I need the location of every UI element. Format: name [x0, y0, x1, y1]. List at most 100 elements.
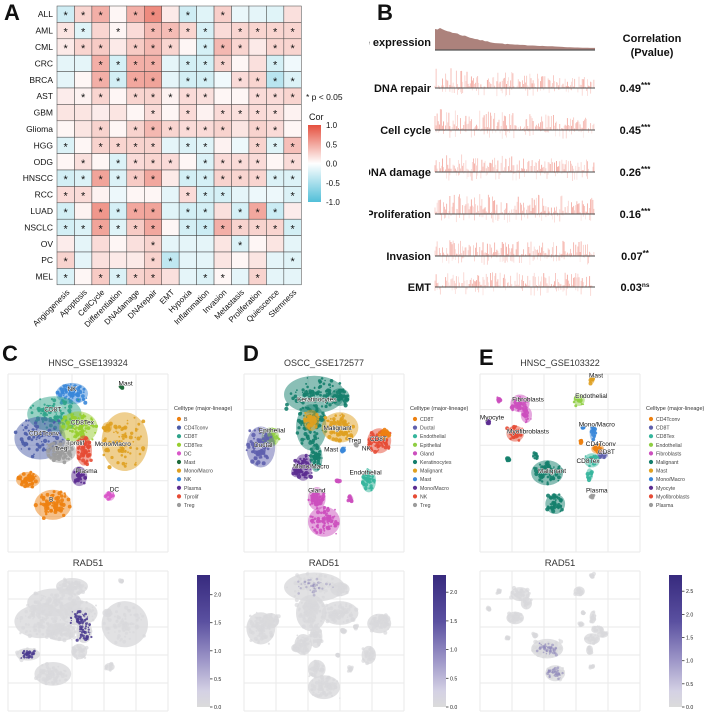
svg-text:*: * [151, 125, 156, 137]
svg-text:*: * [221, 191, 226, 203]
feature-title: RAD51 [73, 558, 104, 569]
svg-text:*: * [133, 125, 138, 137]
svg-text:*: * [133, 207, 138, 219]
svg-text:*: * [116, 223, 121, 235]
svg-text:Ductal: Ductal [420, 426, 435, 432]
svg-text:CD8T: CD8T [184, 434, 198, 440]
svg-text:*: * [133, 43, 138, 55]
svg-text:*: * [203, 27, 208, 39]
feature-title: RAD51 [545, 558, 576, 569]
svg-text:*: * [256, 207, 261, 219]
svg-text:CD8T: CD8T [44, 406, 61, 413]
svg-text:*: * [151, 256, 156, 268]
svg-text:Fibroblasts: Fibroblasts [656, 451, 682, 457]
svg-text:Mast: Mast [656, 469, 668, 475]
svg-text:CD8T: CD8T [598, 449, 615, 456]
svg-text:Myofibroblasts: Myofibroblasts [656, 494, 690, 500]
svg-text:*: * [151, 43, 156, 55]
feature-colorbar: 2.01.51.00.50.0 [433, 575, 457, 711]
feature-colorbar: 2.52.01.51.00.50.0 [669, 575, 693, 711]
svg-text:*: * [203, 92, 208, 104]
correlation-header: Correlation [623, 33, 682, 45]
svg-text:CD8Tex: CD8Tex [71, 420, 95, 427]
svg-text:Mast: Mast [324, 446, 338, 453]
svg-text:-1.0: -1.0 [326, 198, 340, 207]
svg-text:*: * [186, 59, 191, 71]
svg-text:*: * [151, 59, 156, 71]
track-dna-repair: DNA repair 0.49*** [374, 68, 651, 97]
svg-text:*: * [256, 92, 261, 104]
svg-text:*: * [168, 43, 173, 55]
svg-text:*: * [151, 141, 156, 153]
svg-text:*: * [81, 10, 86, 22]
svg-text:*: * [116, 273, 121, 285]
svg-text:*: * [98, 43, 103, 55]
svg-text:*: * [238, 76, 243, 88]
svg-text:*: * [273, 207, 278, 219]
track-proliferation: Proliferation 0.16*** [369, 194, 651, 223]
svg-text:*: * [238, 109, 243, 121]
svg-text:1.0: 1.0 [214, 649, 221, 655]
svg-text:*: * [203, 191, 208, 203]
svg-text:*: * [151, 158, 156, 170]
svg-text:Mast: Mast [184, 460, 196, 466]
svg-text:*: * [81, 223, 86, 235]
svg-text:ODG: ODG [34, 157, 53, 167]
svg-text:Mono/Macro: Mono/Macro [656, 477, 685, 483]
panel-label-d: D [243, 341, 259, 366]
svg-text:*: * [168, 27, 173, 39]
panel-d-rad51-feature-plot: RAD51 2.01.51.00.50.0 [243, 558, 457, 712]
svg-text:*: * [81, 92, 86, 104]
svg-text:Proliferation: Proliferation [369, 209, 431, 221]
umap-clusters [485, 376, 608, 514]
svg-text:*: * [133, 76, 138, 88]
svg-text:*: * [168, 256, 173, 268]
umap-cluster-labels: Keratinocytes Epithelial Ductal Malignant Ma… [254, 396, 388, 495]
feature-expressing-cells [20, 610, 93, 659]
svg-text:Keratinocytes: Keratinocytes [420, 460, 452, 466]
svg-text:*: * [203, 76, 208, 88]
svg-text:Plasma: Plasma [76, 468, 98, 475]
svg-text:*: * [168, 92, 173, 104]
svg-text:Mast: Mast [119, 381, 133, 388]
track-emt: EMT 0.03ns [408, 272, 650, 296]
svg-text:EMT: EMT [408, 282, 432, 294]
svg-text:*: * [151, 223, 156, 235]
svg-text:*: * [151, 109, 156, 121]
umap-title: OSCC_GSE172577 [284, 358, 364, 368]
svg-text:CD4Tconv: CD4Tconv [586, 441, 617, 448]
svg-text:*: * [64, 10, 69, 22]
svg-text:*: * [221, 125, 226, 137]
svg-text:*: * [186, 207, 191, 219]
svg-text:*: * [186, 27, 191, 39]
svg-text:DC: DC [110, 487, 120, 494]
heatmap-col-labels: AngiogenesisApoptosisCellCycleDifferenti… [31, 287, 298, 329]
svg-text:*: * [64, 27, 69, 39]
svg-text:LUAD: LUAD [30, 206, 53, 216]
svg-text:*: * [290, 191, 295, 203]
svg-text:*: * [98, 76, 103, 88]
svg-text:Malignant: Malignant [656, 460, 679, 466]
svg-text:Myocyte: Myocyte [656, 486, 675, 492]
panel-a-correlation-heatmap: * * * * * * * * * * * * * * * * * * * * * * * * * * * * * * * * * * * * * * * *… [23, 5, 343, 329]
svg-text:CD8T: CD8T [656, 426, 670, 432]
umap-clusters [13, 382, 148, 520]
svg-text:*: * [290, 223, 295, 235]
svg-text:*: * [273, 223, 278, 235]
svg-text:*: * [256, 76, 261, 88]
svg-text:*: * [256, 141, 261, 153]
svg-text:*: * [98, 174, 103, 186]
svg-text:*: * [221, 174, 226, 186]
svg-text:*: * [151, 240, 156, 252]
svg-text:Endothelial: Endothelial [656, 443, 682, 449]
svg-text:Epithelial: Epithelial [259, 428, 286, 435]
svg-text:*: * [98, 125, 103, 137]
svg-text:*: * [221, 158, 226, 170]
svg-text:*: * [116, 76, 121, 88]
svg-text:Mast: Mast [420, 477, 432, 483]
svg-text:* p < 0.05: * p < 0.05 [306, 92, 343, 102]
svg-text:*: * [273, 43, 278, 55]
svg-text:*: * [290, 92, 295, 104]
plot-gridlines [479, 373, 641, 553]
gene-expression-density [435, 28, 595, 51]
